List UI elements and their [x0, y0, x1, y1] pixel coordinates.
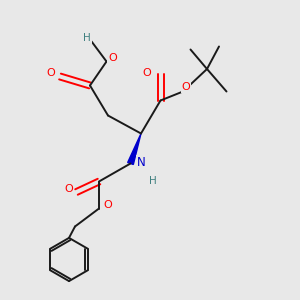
Text: N: N	[136, 155, 146, 169]
Text: H: H	[149, 176, 157, 187]
Text: O: O	[108, 53, 117, 64]
Text: O: O	[142, 68, 152, 79]
Text: O: O	[182, 82, 190, 92]
Polygon shape	[128, 134, 141, 164]
Text: H: H	[83, 33, 91, 43]
Text: O: O	[103, 200, 112, 211]
Text: O: O	[46, 68, 56, 79]
Text: O: O	[64, 184, 74, 194]
